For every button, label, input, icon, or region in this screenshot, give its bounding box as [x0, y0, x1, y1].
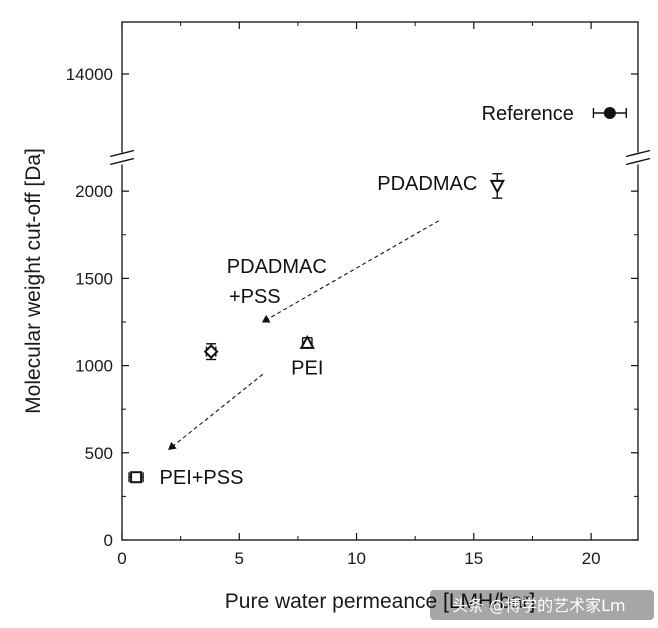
x-tick-label-3: 15 [464, 549, 483, 568]
axis-break-group [109, 149, 651, 166]
y-tick-label-0: 0 [104, 531, 113, 550]
watermark-backdrop [430, 590, 654, 620]
annotation-label-5: PEI+PSS [160, 467, 244, 489]
axis-break-mark-1 [625, 157, 651, 166]
dashed-arrow-1 [168, 373, 264, 450]
annotation-label-2: PDADMAC [227, 256, 327, 278]
x-axis-title: Pure water permeance [LMH/bar] [225, 590, 535, 613]
plot-frame [121, 21, 639, 541]
axis-break-mark-1 [625, 149, 651, 158]
y-tick-label-3: 1500 [75, 269, 113, 288]
annotation-label-0: Reference [482, 103, 574, 125]
y-tick-label-1: 500 [85, 444, 113, 463]
ticks-group: 0 5 10 15 20 0 500 1000 1500 2000 14000 [66, 22, 638, 568]
dashed-arrow-0 [261, 220, 439, 323]
data-point-pei [299, 334, 315, 349]
y-axis-title: Molecular weight cut-off [Da] [22, 148, 45, 414]
arrows-group [168, 220, 439, 450]
points-group [128, 107, 627, 484]
annotation-label-1: PDADMAC [377, 173, 477, 195]
watermark-text: 头条 @博学的艺术家Lm [452, 596, 626, 615]
axis-break-gap-0 [110, 152, 134, 165]
x-tick-label-4: 20 [582, 549, 601, 568]
y-tick-label-4: 2000 [75, 182, 113, 201]
data-point-pei-pss [130, 471, 143, 484]
data-point-pdadmac [489, 179, 505, 195]
annotation-label-3: +PSS [229, 286, 281, 308]
annotations-group: Reference PDADMAC PDADMAC +PSS PEI PEI+PSS [160, 103, 574, 489]
y-tick-label-5: 14000 [66, 65, 113, 84]
axis-break-mark-0 [109, 149, 135, 158]
x-tick-label-0: 0 [117, 549, 126, 568]
axis-break-gap-1 [626, 152, 650, 165]
axis-break-mark-0 [109, 157, 135, 166]
data-point-pdadmac-pss [203, 344, 219, 360]
y-tick-label-2: 1000 [75, 357, 113, 376]
x-tick-label-1: 5 [235, 549, 244, 568]
annotation-label-4: PEI [291, 357, 323, 379]
data-point-reference [603, 107, 616, 119]
x-tick-label-2: 10 [347, 549, 366, 568]
